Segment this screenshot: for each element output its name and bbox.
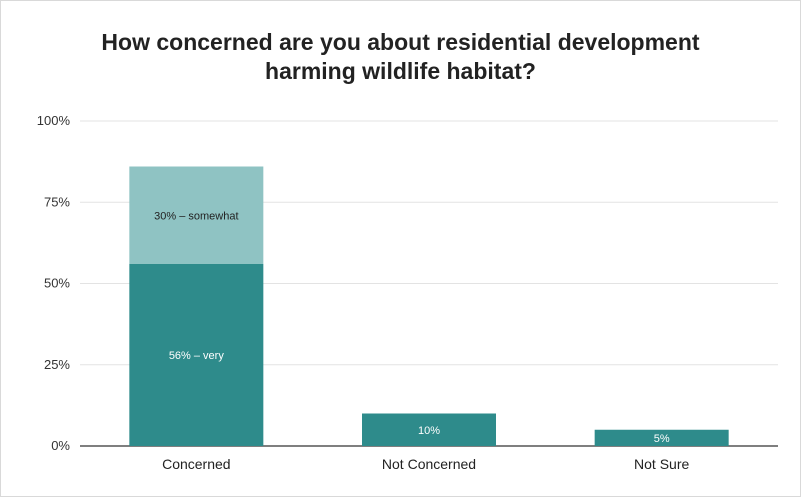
y-tick-label: 100% — [37, 113, 71, 128]
data-label: 30% – somewhat — [154, 210, 238, 222]
y-tick-label: 75% — [44, 194, 70, 209]
chart-title-line-1: How concerned are you about residential … — [101, 29, 700, 55]
bar-segment — [594, 429, 729, 446]
chart-title-line-2: harming wildlife habitat? — [265, 58, 536, 84]
bar-segment — [129, 166, 264, 264]
data-label: 10% — [418, 425, 440, 437]
y-axis-ticks: 0% 25% 50% 75% 100% — [37, 113, 71, 453]
x-axis-categories: Concerned Not Concerned Not Sure — [162, 456, 689, 472]
bar-segment — [129, 264, 264, 446]
chart-title: How concerned are you about residential … — [0, 28, 801, 86]
x-tick-label: Not Concerned — [382, 456, 476, 472]
x-tick-label: Concerned — [162, 456, 231, 472]
data-label: 5% — [654, 433, 670, 445]
bar-segment — [362, 413, 496, 446]
data-label: 56% – very — [169, 350, 225, 362]
bars: 56% – very 30% – somewhat 10% 5% — [129, 166, 729, 446]
y-tick-label: 0% — [51, 438, 70, 453]
y-tick-label: 50% — [44, 276, 70, 291]
x-tick-label: Not Sure — [634, 456, 689, 472]
y-tick-label: 25% — [44, 357, 70, 372]
